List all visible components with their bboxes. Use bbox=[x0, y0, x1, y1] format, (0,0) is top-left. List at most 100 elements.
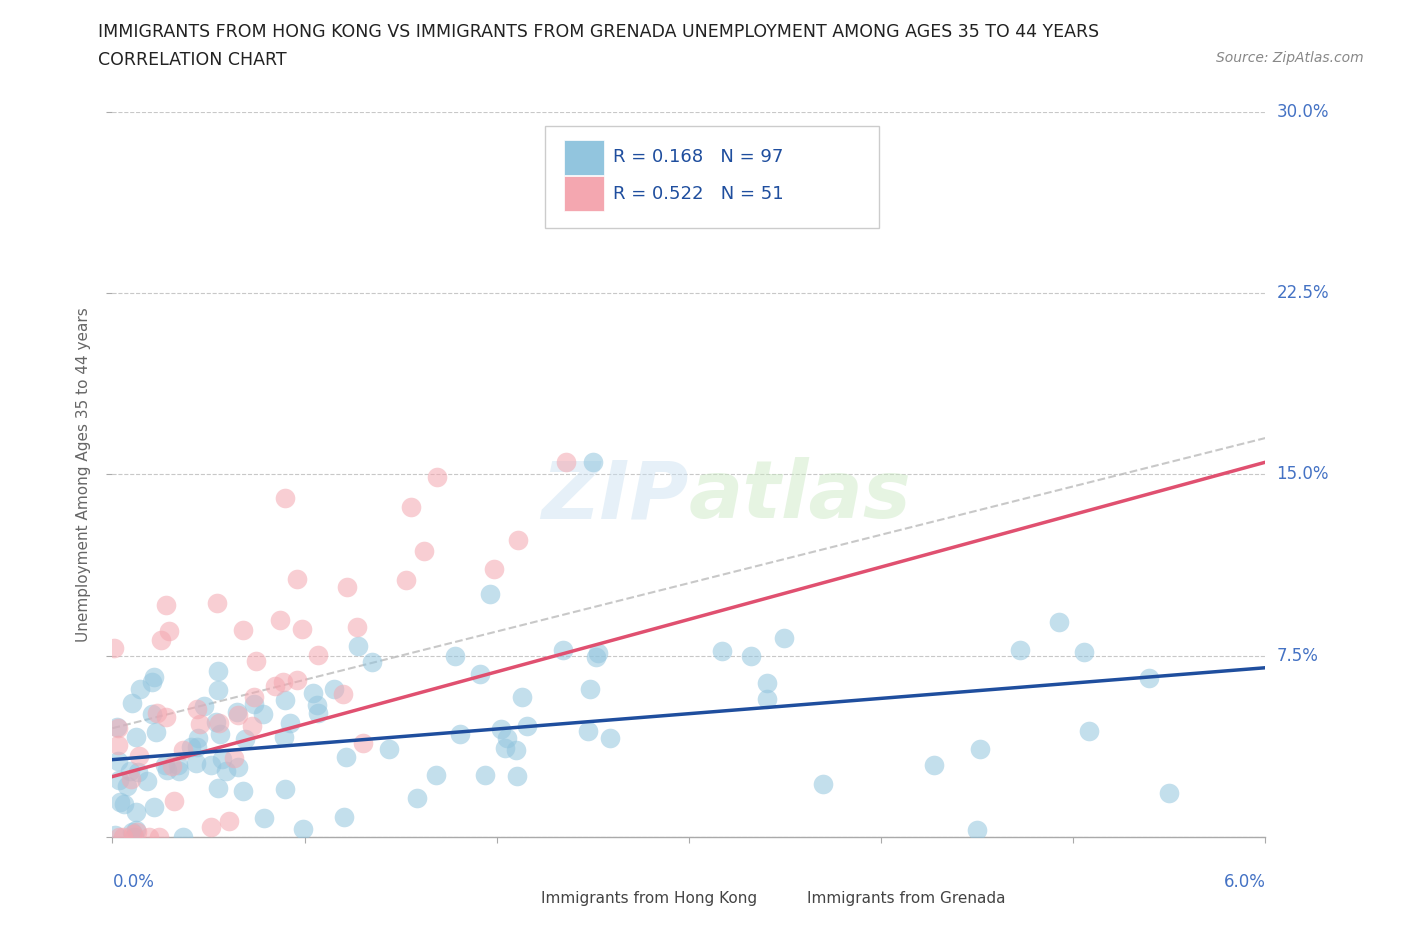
Point bbox=[273, 693, 295, 708]
Point bbox=[243, 690, 266, 705]
Point bbox=[232, 784, 254, 799]
Point bbox=[153, 757, 176, 772]
Point bbox=[145, 724, 167, 739]
Point bbox=[352, 736, 374, 751]
Point bbox=[110, 794, 132, 809]
Text: R = 0.522   N = 51: R = 0.522 N = 51 bbox=[613, 184, 783, 203]
Point bbox=[108, 773, 131, 788]
Point bbox=[143, 800, 166, 815]
Point bbox=[107, 753, 129, 768]
Point bbox=[207, 664, 229, 679]
Text: Immigrants from Hong Kong: Immigrants from Hong Kong bbox=[541, 891, 758, 906]
Point bbox=[149, 632, 172, 647]
Point bbox=[207, 780, 229, 795]
Point bbox=[496, 731, 519, 746]
Point bbox=[269, 612, 291, 627]
Point bbox=[125, 825, 148, 840]
Point bbox=[291, 822, 314, 837]
Point bbox=[506, 768, 529, 783]
Text: 0.0%: 0.0% bbox=[112, 873, 155, 891]
Point bbox=[120, 772, 142, 787]
Point bbox=[118, 764, 141, 778]
Text: ZIP: ZIP bbox=[541, 457, 689, 535]
Point bbox=[211, 751, 233, 766]
Point bbox=[186, 701, 208, 716]
Point bbox=[510, 689, 533, 704]
Point bbox=[474, 767, 496, 782]
Point bbox=[922, 758, 945, 773]
Bar bbox=[510, 890, 536, 911]
Point bbox=[1008, 643, 1031, 658]
Point bbox=[209, 726, 232, 741]
Point bbox=[336, 579, 359, 594]
Point bbox=[307, 705, 329, 720]
Point bbox=[586, 645, 609, 660]
Point bbox=[159, 623, 181, 638]
Point bbox=[305, 698, 328, 712]
Point bbox=[125, 804, 148, 819]
Point bbox=[582, 455, 605, 470]
Text: IMMIGRANTS FROM HONG KONG VS IMMIGRANTS FROM GRENADA UNEMPLOYMENT AMONG AGES 35 : IMMIGRANTS FROM HONG KONG VS IMMIGRANTS … bbox=[98, 23, 1099, 41]
Point bbox=[187, 730, 209, 745]
Point bbox=[505, 742, 527, 757]
Point bbox=[1077, 724, 1099, 738]
Point bbox=[107, 830, 129, 844]
Point bbox=[172, 743, 194, 758]
Point bbox=[302, 685, 325, 700]
Point bbox=[346, 619, 368, 634]
Point bbox=[146, 706, 169, 721]
Point bbox=[406, 790, 429, 805]
Point bbox=[155, 763, 177, 777]
Point bbox=[1047, 615, 1070, 630]
Point bbox=[425, 767, 447, 782]
Point bbox=[274, 491, 297, 506]
Point bbox=[172, 830, 194, 844]
Point bbox=[193, 698, 215, 713]
Point bbox=[773, 631, 796, 645]
Point bbox=[740, 649, 762, 664]
Point bbox=[105, 719, 128, 734]
Point bbox=[215, 764, 238, 779]
FancyBboxPatch shape bbox=[546, 126, 879, 228]
Point bbox=[141, 674, 163, 689]
Point bbox=[143, 670, 166, 684]
Y-axis label: Unemployment Among Ages 35 to 44 years: Unemployment Among Ages 35 to 44 years bbox=[76, 307, 91, 642]
Point bbox=[125, 822, 148, 837]
Point bbox=[222, 751, 245, 765]
Point bbox=[585, 650, 607, 665]
Bar bbox=[564, 176, 603, 211]
Point bbox=[1137, 671, 1160, 685]
Point bbox=[121, 696, 143, 711]
Point bbox=[107, 737, 129, 752]
Point bbox=[155, 597, 177, 612]
Point bbox=[180, 739, 202, 754]
Point bbox=[243, 697, 266, 711]
Point bbox=[188, 716, 211, 731]
Point bbox=[138, 830, 160, 844]
Point bbox=[253, 811, 276, 826]
Point bbox=[449, 726, 471, 741]
Point bbox=[186, 740, 208, 755]
Point bbox=[489, 722, 512, 737]
Point bbox=[274, 781, 297, 796]
Point bbox=[235, 731, 257, 746]
Point bbox=[551, 643, 574, 658]
Point bbox=[122, 830, 145, 844]
Text: 7.5%: 7.5% bbox=[1277, 646, 1319, 665]
Point bbox=[494, 741, 516, 756]
Point bbox=[307, 647, 329, 662]
Point bbox=[226, 760, 249, 775]
Point bbox=[160, 759, 183, 774]
Text: R = 0.168   N = 97: R = 0.168 N = 97 bbox=[613, 148, 783, 166]
Point bbox=[104, 827, 127, 842]
Point bbox=[121, 825, 143, 840]
Point bbox=[969, 741, 991, 756]
Point bbox=[200, 820, 222, 835]
Bar bbox=[776, 890, 801, 911]
Point bbox=[162, 793, 184, 808]
Point bbox=[169, 764, 191, 778]
Point bbox=[208, 716, 231, 731]
Point bbox=[124, 730, 146, 745]
Text: 22.5%: 22.5% bbox=[1277, 284, 1329, 302]
Point bbox=[966, 822, 988, 837]
